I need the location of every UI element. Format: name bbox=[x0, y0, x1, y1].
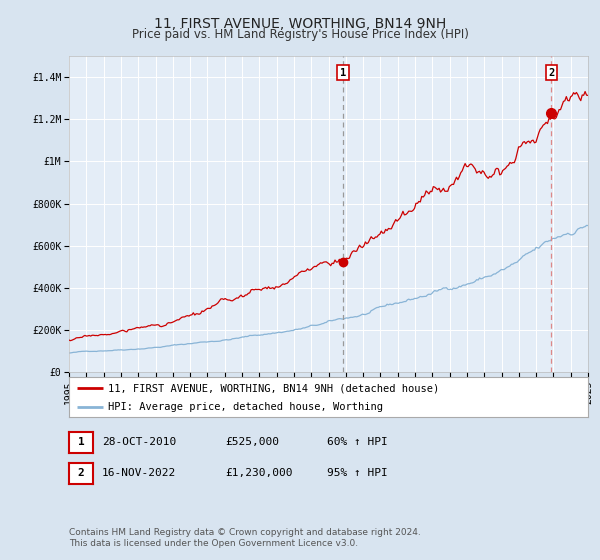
Text: 95% ↑ HPI: 95% ↑ HPI bbox=[327, 468, 388, 478]
Text: 1: 1 bbox=[77, 437, 85, 447]
Text: Contains HM Land Registry data © Crown copyright and database right 2024.
This d: Contains HM Land Registry data © Crown c… bbox=[69, 528, 421, 548]
Text: £1,230,000: £1,230,000 bbox=[225, 468, 293, 478]
Text: 11, FIRST AVENUE, WORTHING, BN14 9NH: 11, FIRST AVENUE, WORTHING, BN14 9NH bbox=[154, 17, 446, 31]
Text: 60% ↑ HPI: 60% ↑ HPI bbox=[327, 437, 388, 447]
Text: 11, FIRST AVENUE, WORTHING, BN14 9NH (detached house): 11, FIRST AVENUE, WORTHING, BN14 9NH (de… bbox=[108, 383, 439, 393]
Text: £525,000: £525,000 bbox=[225, 437, 279, 447]
Text: HPI: Average price, detached house, Worthing: HPI: Average price, detached house, Wort… bbox=[108, 402, 383, 412]
Text: 16-NOV-2022: 16-NOV-2022 bbox=[102, 468, 176, 478]
Text: 28-OCT-2010: 28-OCT-2010 bbox=[102, 437, 176, 447]
Text: 1: 1 bbox=[340, 68, 346, 78]
Text: 2: 2 bbox=[548, 68, 554, 78]
Text: Price paid vs. HM Land Registry's House Price Index (HPI): Price paid vs. HM Land Registry's House … bbox=[131, 28, 469, 41]
Text: 2: 2 bbox=[77, 468, 85, 478]
